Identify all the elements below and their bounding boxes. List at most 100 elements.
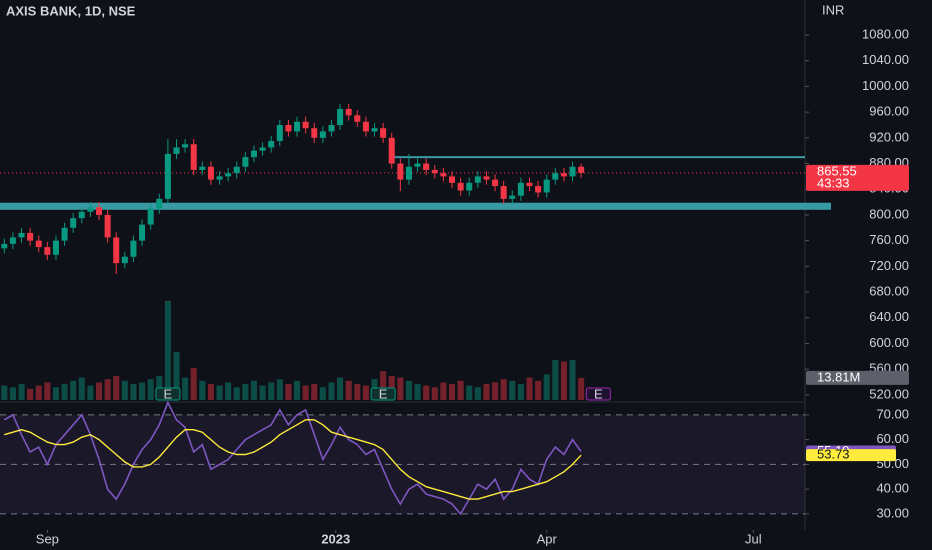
candle-body xyxy=(27,232,34,241)
volume-bar xyxy=(526,377,533,400)
x-tick-label: Jul xyxy=(745,531,762,546)
candle-body xyxy=(448,176,456,183)
earnings-marker xyxy=(370,387,396,401)
volume-bar xyxy=(78,377,85,400)
volume-bar xyxy=(294,380,301,400)
volume-bar xyxy=(337,377,344,400)
candle-body xyxy=(147,208,154,225)
volume-bar xyxy=(302,385,309,400)
volume-bar xyxy=(345,380,352,400)
volume-bar xyxy=(492,382,499,400)
candle-body xyxy=(268,141,275,148)
rsi-ma-line xyxy=(4,419,582,500)
candle-body xyxy=(199,166,206,170)
y-tick-label: 920.00 xyxy=(869,129,909,144)
volume-bar xyxy=(311,384,318,400)
candle-body xyxy=(414,163,421,167)
currency-label: INR xyxy=(822,2,844,17)
volume-bar xyxy=(147,379,154,400)
chart-title: AXIS BANK, 1D, NSE xyxy=(6,3,136,18)
candle-body xyxy=(294,121,301,132)
rsi-y-tick-label: 40.00 xyxy=(876,481,909,496)
volume-bar xyxy=(1,385,8,400)
volume-bar xyxy=(9,387,16,400)
volume-bar xyxy=(207,384,214,400)
volume-bar xyxy=(225,382,232,400)
countdown-label: 43:33 xyxy=(817,175,850,190)
volume-bar xyxy=(552,360,559,400)
x-tick-label: 2023 xyxy=(321,531,350,546)
candle-body xyxy=(319,131,326,138)
candle-body xyxy=(242,157,249,167)
volume-bar xyxy=(182,377,189,400)
y-tick-label: 800.00 xyxy=(869,206,909,221)
volume-bar xyxy=(431,387,438,400)
volume-bar xyxy=(113,376,120,400)
candle-body xyxy=(397,163,404,180)
earnings-label: E xyxy=(594,386,603,401)
volume-bar xyxy=(173,352,180,400)
candle-body xyxy=(225,173,232,177)
candle-body xyxy=(190,144,197,170)
volume-bar xyxy=(517,384,524,400)
volume-bar xyxy=(466,385,473,400)
volume-bar xyxy=(362,385,369,400)
candle-body xyxy=(156,198,163,209)
volume-bar xyxy=(276,379,283,400)
candle-body xyxy=(52,240,59,255)
volume-bar xyxy=(87,385,94,400)
volume-bar xyxy=(121,380,128,400)
candle-body xyxy=(569,166,576,177)
volume-bar xyxy=(354,384,361,400)
candle-body xyxy=(362,121,369,132)
candle-body xyxy=(371,128,378,132)
volume-bar xyxy=(474,387,481,400)
candle-body xyxy=(233,166,240,174)
last-price-label: 865.55 xyxy=(817,163,857,178)
candle-body xyxy=(337,108,344,125)
candle-body xyxy=(250,150,257,158)
rsi-line xyxy=(3,400,582,516)
volume-bar xyxy=(440,382,447,400)
volume-bar xyxy=(52,387,59,400)
volume-bar xyxy=(268,382,275,400)
y-tick-label: 680.00 xyxy=(869,283,909,298)
candle-body xyxy=(207,166,214,180)
candle-body xyxy=(492,179,499,187)
volume-bar xyxy=(448,384,456,400)
volume-bar xyxy=(328,382,335,400)
volume-bar xyxy=(535,380,542,400)
last-volume-box xyxy=(806,370,909,385)
volume-bar xyxy=(397,377,404,400)
candle-body xyxy=(259,147,266,151)
candle-body xyxy=(78,211,85,219)
volume-bar xyxy=(319,387,326,400)
y-tick-label: 1000.00 xyxy=(862,78,909,93)
candle-body xyxy=(182,144,189,148)
y-tick-label: 600.00 xyxy=(869,335,909,350)
candle-body xyxy=(216,176,223,180)
rsi-y-tick-label: 70.00 xyxy=(876,406,909,421)
rsi-y-tick-label: 30.00 xyxy=(876,505,909,520)
candle-body xyxy=(405,166,412,180)
support-zone xyxy=(0,202,831,210)
candle-body xyxy=(509,195,516,199)
candle-body xyxy=(164,153,171,199)
y-tick-label: 640.00 xyxy=(869,309,909,324)
y-tick-label: 520.00 xyxy=(869,386,909,401)
volume-bar xyxy=(35,385,42,400)
volume-bar xyxy=(259,385,266,400)
rsi-y-tick-label: 60.00 xyxy=(876,431,909,446)
x-tick-label: Apr xyxy=(537,531,558,546)
candle-body xyxy=(345,108,352,116)
candle-body xyxy=(9,237,16,244)
candle-body xyxy=(173,147,180,154)
volume-bar xyxy=(578,377,585,400)
earnings-label: E xyxy=(164,386,173,401)
volume-bar xyxy=(95,382,103,400)
candle-body xyxy=(311,128,318,138)
volume-bar xyxy=(44,382,51,400)
candle-body xyxy=(431,169,438,174)
